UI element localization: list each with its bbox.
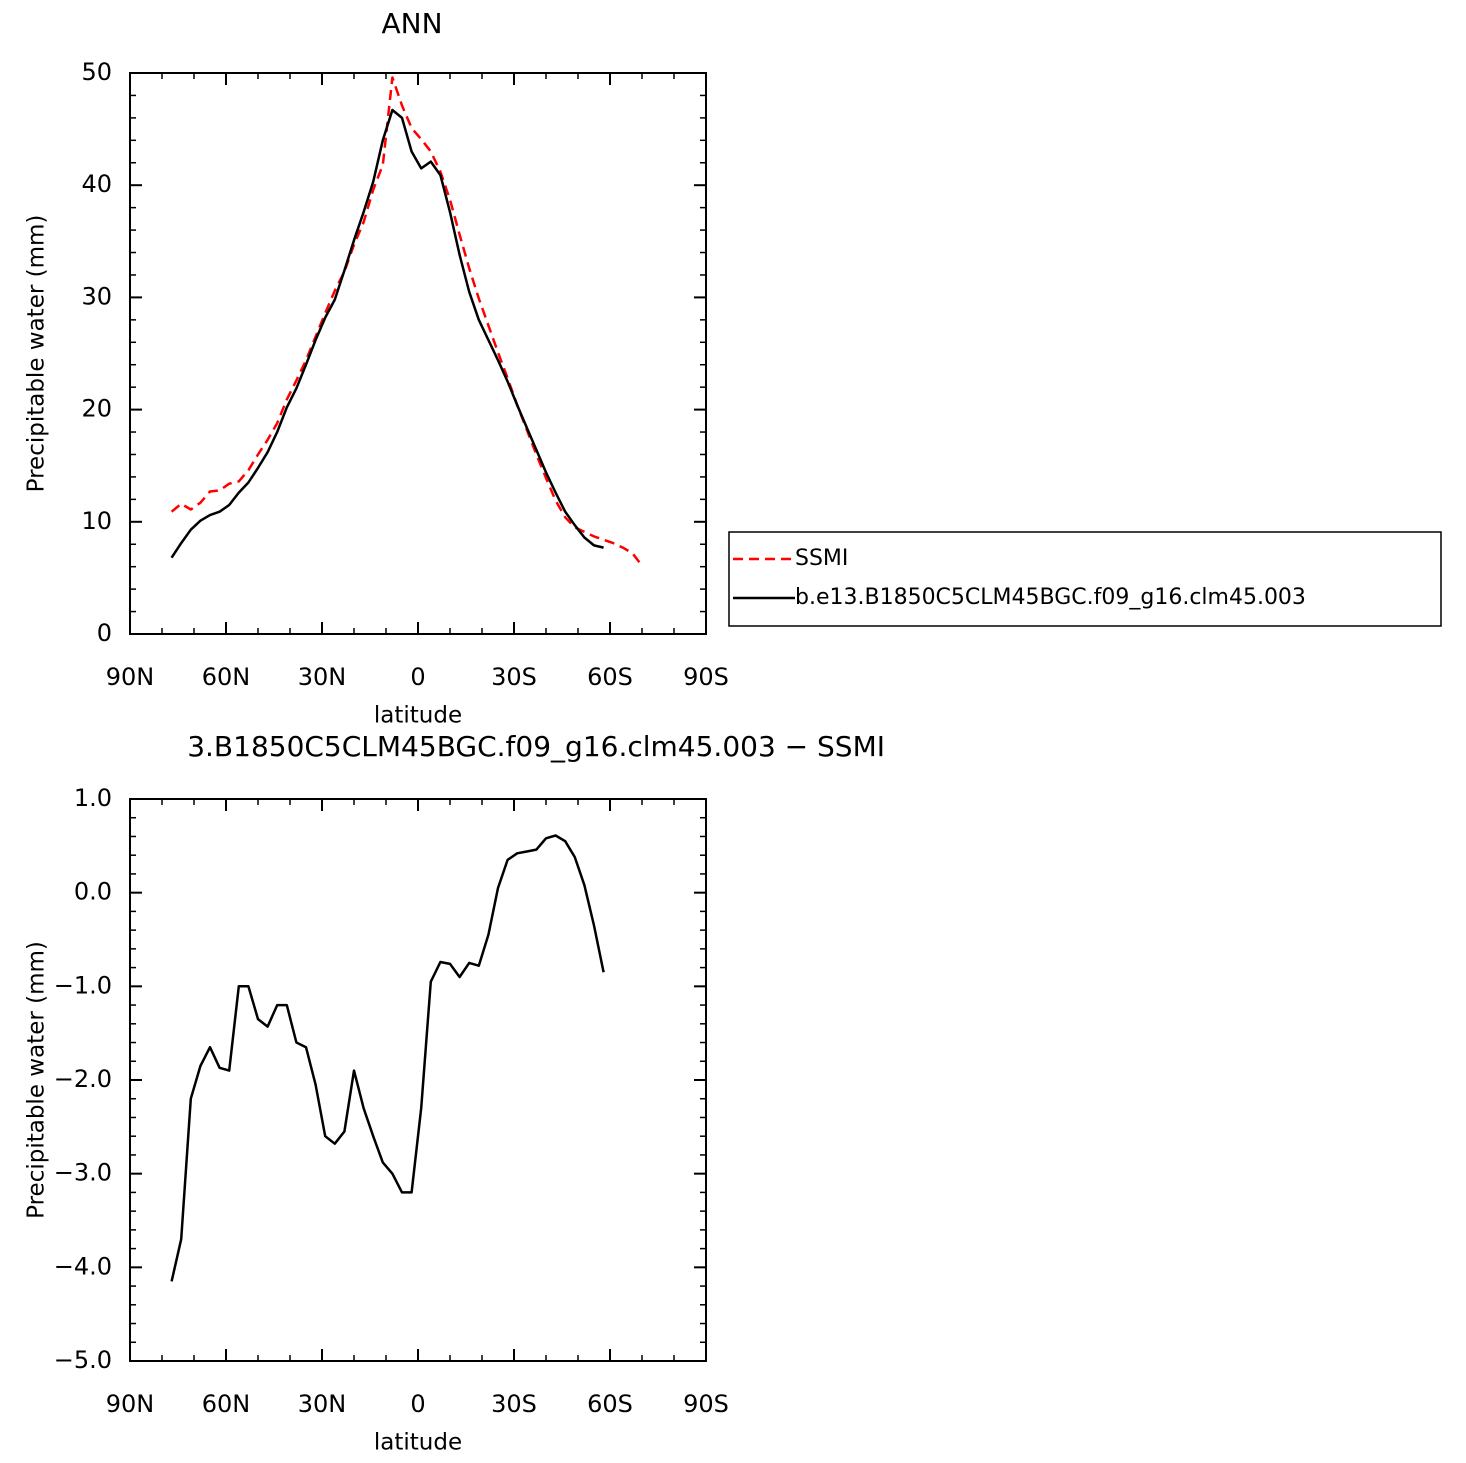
chart-title: 3.B1850C5CLM45BGC.f09_g16.clm45.003 − SS…	[187, 730, 885, 763]
x-tick-label: 90S	[683, 663, 729, 691]
panel: 3.B1850C5CLM45BGC.f09_g16.clm45.003 − SS…	[24, 730, 886, 1456]
data-line	[170, 76, 643, 567]
plot-frame	[129, 72, 707, 635]
y-label-group: Precipitable water (mm)	[24, 941, 50, 1219]
x-tick-label: 30N	[298, 1390, 347, 1418]
panel: ANN latitude Precipitable water (mm) 90N 60N…	[24, 7, 1442, 729]
data-line	[170, 834, 605, 1282]
x-tick-label: 30S	[491, 1390, 537, 1418]
y-label-group: Precipitable water (mm)	[24, 215, 50, 493]
plot-frame	[129, 798, 707, 1362]
x-tick-label: 30S	[491, 663, 537, 691]
y-tick-label: 0.0	[74, 878, 112, 906]
x-tick-label: 60S	[587, 663, 633, 691]
x-tick-label: 60N	[202, 1390, 251, 1418]
y-tick-label: 1.0	[74, 784, 112, 812]
y-tick-label: −3.0	[54, 1159, 112, 1187]
y-tick-label: −4.0	[54, 1252, 112, 1280]
y-axis-label: Precipitable water (mm)	[24, 941, 50, 1219]
x-tick-label: 0	[410, 663, 425, 691]
x-tick-label: 90N	[106, 1390, 155, 1418]
y-tick-label: 40	[81, 170, 112, 198]
y-axis-label: Precipitable water (mm)	[24, 215, 50, 493]
data-line	[170, 108, 604, 559]
x-tick-label: 60S	[587, 1390, 633, 1418]
x-tick-label: 90S	[683, 1390, 729, 1418]
x-tick-label: 0	[410, 1390, 425, 1418]
x-tick-label: 60N	[202, 663, 251, 691]
y-tick-label: 50	[81, 58, 112, 86]
legend-label: SSMI	[795, 546, 848, 571]
x-axis-label: latitude	[374, 703, 462, 729]
y-tick-label: 10	[81, 507, 112, 535]
x-tick-label: 30N	[298, 663, 347, 691]
chart-title: ANN	[381, 7, 442, 40]
x-axis-label: latitude	[374, 1430, 462, 1456]
y-tick-label: 0	[97, 619, 112, 647]
x-tick-label: 90N	[106, 663, 155, 691]
y-tick-label: −2.0	[54, 1065, 112, 1093]
legend-box	[728, 531, 1442, 627]
y-tick-label: 20	[81, 395, 112, 423]
y-tick-label: 30	[81, 282, 112, 310]
y-tick-label: −1.0	[54, 971, 112, 999]
legend-label: b.e13.B1850C5CLM45BGC.f09_g16.clm45.003	[795, 585, 1306, 610]
y-tick-label: −5.0	[54, 1346, 112, 1374]
